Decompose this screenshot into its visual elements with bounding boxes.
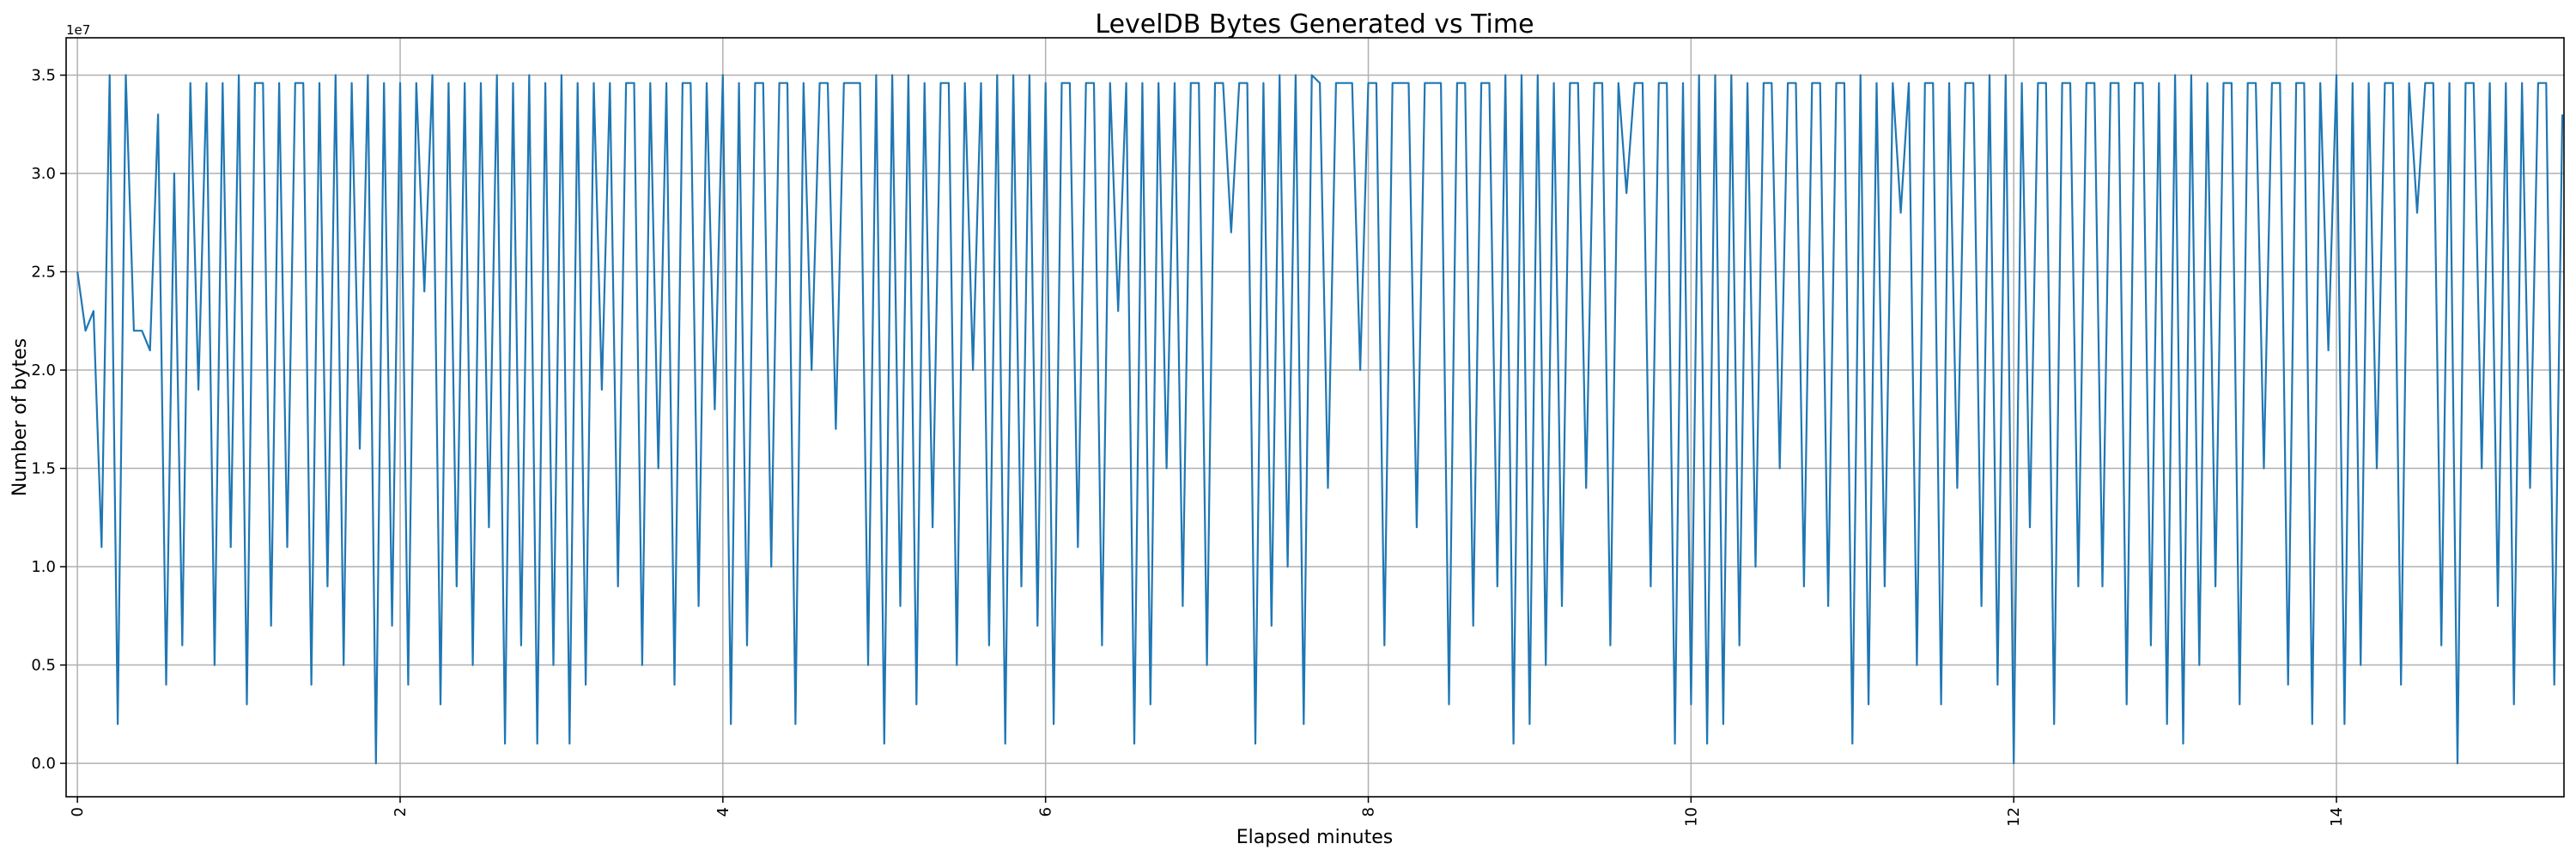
series-line-bytes: [77, 76, 2562, 764]
y-tick-label: 3.5: [31, 67, 56, 85]
y-axis-label: Number of bytes: [9, 338, 31, 496]
y-offset-label: 1e7: [66, 22, 90, 38]
y-tick-label: 0.0: [31, 755, 56, 773]
x-tick-label: 2: [392, 807, 410, 816]
x-tick-label: 8: [1360, 807, 1378, 816]
x-tick-label: 4: [714, 807, 732, 816]
x-tick-label: 12: [2005, 807, 2023, 827]
x-tick-label: 6: [1037, 807, 1055, 816]
x-tick-label: 10: [1682, 807, 1700, 827]
series-layer: [77, 76, 2562, 764]
x-tick-label: 0: [69, 807, 87, 816]
y-tick-label: 2.5: [31, 264, 56, 282]
chart-title: LevelDB Bytes Generated vs Time: [1095, 9, 1534, 39]
y-tick-label: 1.0: [31, 558, 56, 576]
y-tick-label: 3.0: [31, 165, 56, 183]
x-tick-label: 14: [2328, 807, 2346, 827]
x-axis-label: Elapsed minutes: [1236, 827, 1393, 848]
y-tick-label: 0.5: [31, 657, 56, 675]
y-tick-label: 2.0: [31, 361, 56, 379]
y-tick-label: 1.5: [31, 460, 56, 478]
